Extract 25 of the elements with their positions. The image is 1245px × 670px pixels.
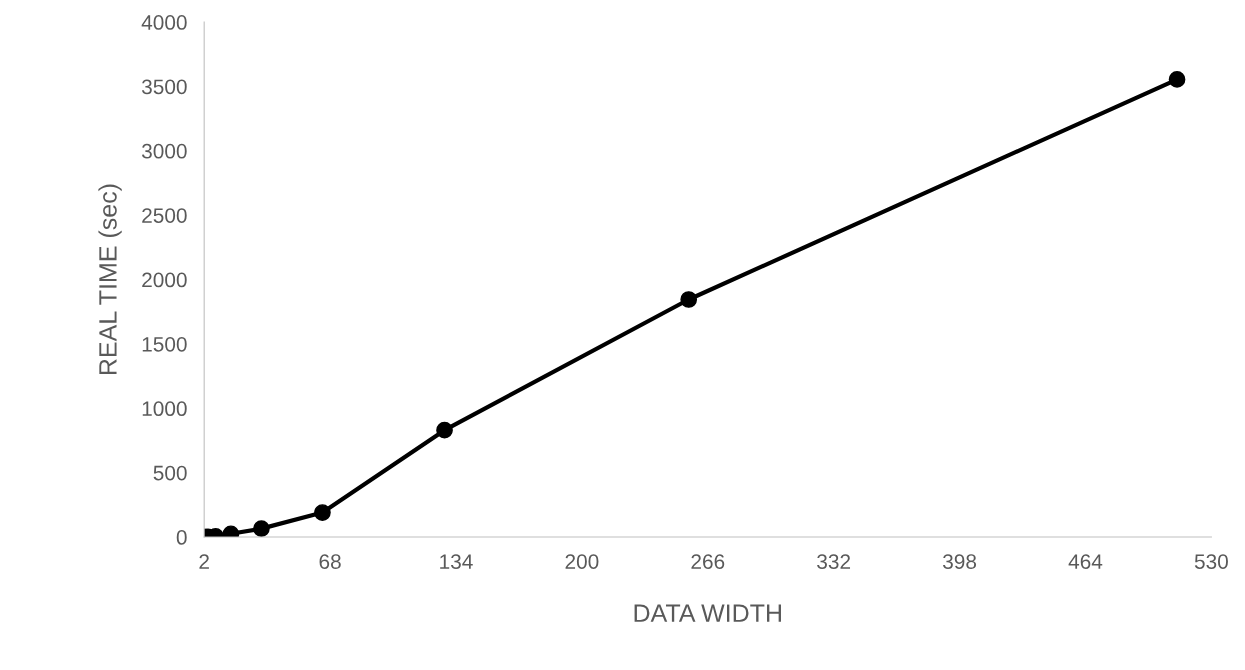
point [253, 520, 270, 537]
y-tick-label: 0 [176, 530, 187, 545]
y-tick-label: 2000 [142, 272, 187, 288]
y-tick-label: 3000 [141, 143, 187, 159]
x-tick-label: 332 [817, 554, 851, 569]
y-tick-label: 2500 [142, 208, 187, 223]
x-tick-label: 68 [319, 554, 341, 569]
x-tick-label: 134 [440, 554, 473, 569]
point [680, 291, 698, 308]
y-tick-label: 500 [153, 465, 187, 481]
x-tick-label: 398 [943, 554, 977, 569]
y-tick-label: 1500 [142, 336, 187, 352]
x-axis-title: DATA WIDTH [634, 604, 781, 622]
x-tick-label: 464 [1068, 554, 1103, 569]
y-tick-label: 3500 [141, 79, 187, 95]
x-tick-label: 266 [691, 554, 725, 569]
x-tick-label: 200 [565, 554, 599, 569]
point [436, 421, 453, 439]
y-tick-label: 1000 [142, 401, 187, 417]
y-axis-title: REAL TIME (sec) [98, 184, 122, 375]
point [1168, 71, 1186, 88]
y-tick-label: 4000 [141, 15, 187, 30]
x-tick-label: 2 [199, 554, 209, 569]
point [314, 504, 331, 521]
x-tick-label: 530 [1194, 554, 1228, 569]
